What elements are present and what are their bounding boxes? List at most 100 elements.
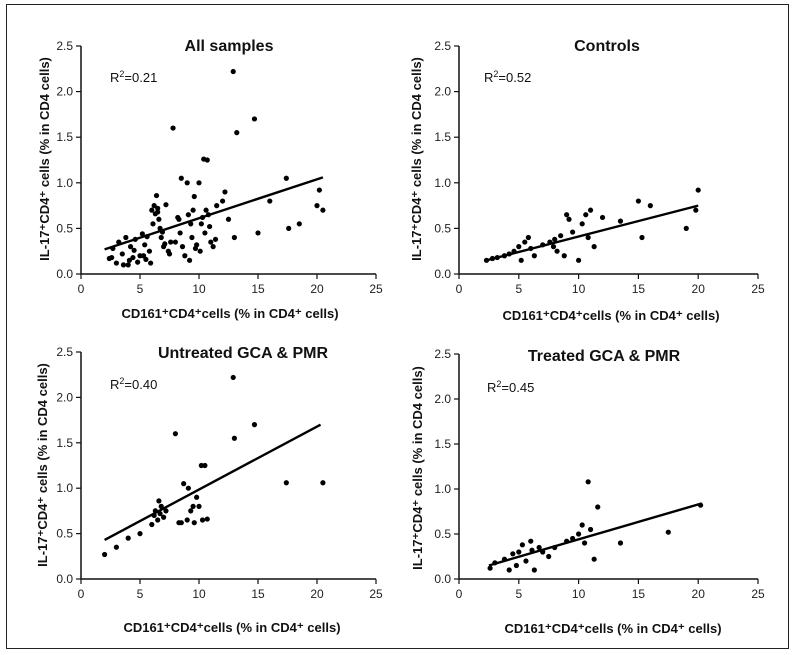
- data-point: [314, 203, 320, 209]
- x-tick-label: 15: [632, 282, 646, 296]
- x-tick-label: 5: [515, 282, 522, 296]
- data-point: [587, 526, 594, 533]
- data-point: [255, 230, 261, 236]
- data-point: [163, 202, 169, 208]
- y-tick-label: 0.0: [56, 572, 73, 586]
- y-tick-label: 1.0: [56, 481, 73, 495]
- panel-title: Untreated GCA & PMR: [158, 345, 329, 362]
- data-point: [102, 551, 108, 558]
- y-axis-label: IL-17⁺CD4⁺ cells (% in CD4 cells): [410, 366, 425, 570]
- data-point: [194, 494, 200, 500]
- data-point: [197, 248, 203, 254]
- x-tick-label: 20: [310, 282, 324, 296]
- data-point: [231, 435, 237, 441]
- data-point: [501, 253, 508, 259]
- data-point: [198, 221, 204, 227]
- y-axis-label: IL-17⁺CD4⁺ cells (% in CD4 cells): [409, 57, 424, 261]
- x-tick-label: 25: [751, 587, 765, 601]
- data-point: [185, 485, 191, 491]
- data-point: [179, 244, 186, 250]
- r2-annotation: R2=0.45: [487, 379, 534, 395]
- data-point: [576, 531, 582, 537]
- data-point: [531, 567, 537, 573]
- data-point: [554, 248, 560, 254]
- r2-annotation: R2=0.52: [484, 69, 531, 85]
- data-point: [130, 254, 136, 261]
- data-point: [191, 193, 197, 200]
- data-point: [204, 516, 210, 522]
- figure-frame: [6, 4, 789, 649]
- x-axis-label: CD161⁺CD4⁺cells (% in CD4⁺ cells): [502, 308, 719, 323]
- y-tick-label: 1.5: [434, 130, 451, 144]
- data-point: [113, 544, 119, 550]
- data-point: [182, 253, 188, 259]
- data-point: [225, 216, 232, 222]
- data-point: [234, 130, 240, 136]
- data-point: [158, 234, 164, 241]
- data-point: [140, 253, 147, 259]
- data-point: [199, 214, 206, 221]
- data-point: [647, 203, 653, 209]
- y-tick-label: 1.0: [56, 176, 73, 190]
- data-point: [142, 242, 148, 248]
- data-point: [529, 547, 535, 553]
- data-point: [150, 221, 156, 227]
- data-point: [489, 255, 496, 262]
- data-point: [113, 260, 119, 266]
- data-point: [159, 229, 166, 235]
- data-point: [320, 480, 326, 486]
- data-point: [119, 251, 125, 257]
- data-point: [162, 241, 168, 247]
- data-point: [595, 504, 601, 510]
- data-point: [202, 230, 208, 236]
- data-point: [170, 125, 176, 131]
- data-point: [176, 216, 182, 222]
- x-tick-label: 10: [192, 587, 206, 601]
- x-tick-label: 5: [137, 282, 144, 296]
- data-point: [579, 221, 585, 227]
- data-point: [185, 212, 191, 218]
- data-point: [576, 257, 582, 263]
- data-point: [501, 556, 508, 562]
- data-point: [188, 221, 194, 227]
- data-point: [202, 462, 208, 469]
- y-tick-label: 2.5: [434, 347, 451, 361]
- y-tick-label: 1.5: [56, 436, 73, 450]
- data-point: [190, 207, 196, 213]
- data-point: [109, 254, 115, 261]
- data-point: [155, 517, 161, 523]
- y-axis-label: IL-17⁺CD4⁺ cells (% in CD4 cells): [37, 57, 52, 261]
- data-point: [617, 218, 624, 224]
- data-point: [546, 553, 552, 560]
- data-point: [693, 207, 699, 213]
- x-tick-label: 5: [137, 587, 144, 601]
- data-point: [511, 248, 517, 254]
- x-tick-label: 10: [192, 282, 206, 296]
- y-tick-label: 2.0: [56, 85, 73, 99]
- data-point: [599, 214, 606, 221]
- data-point: [296, 221, 302, 227]
- data-point: [552, 236, 558, 242]
- data-point: [186, 257, 193, 263]
- data-point: [177, 230, 183, 236]
- data-point: [144, 234, 150, 240]
- data-point: [591, 556, 597, 562]
- data-point: [267, 198, 273, 204]
- data-point: [230, 374, 236, 381]
- x-tick-label: 25: [751, 282, 765, 296]
- data-point: [214, 203, 220, 209]
- x-axis-label: CD161⁺CD4⁺cells (% in CD4⁺ cells): [121, 306, 338, 321]
- data-point: [231, 234, 237, 241]
- y-tick-label: 1.5: [434, 437, 451, 451]
- data-point: [591, 244, 597, 250]
- data-point: [695, 187, 701, 193]
- r2-value: =0.40: [124, 377, 157, 392]
- data-point: [125, 535, 131, 541]
- y-axis-label: IL-17⁺CD4⁺ cells (% in CD4 cells): [35, 363, 50, 567]
- data-point: [316, 187, 322, 193]
- data-point: [188, 508, 194, 514]
- data-point: [191, 520, 197, 526]
- data-point: [148, 260, 154, 266]
- data-point: [151, 203, 157, 209]
- data-point: [550, 244, 557, 250]
